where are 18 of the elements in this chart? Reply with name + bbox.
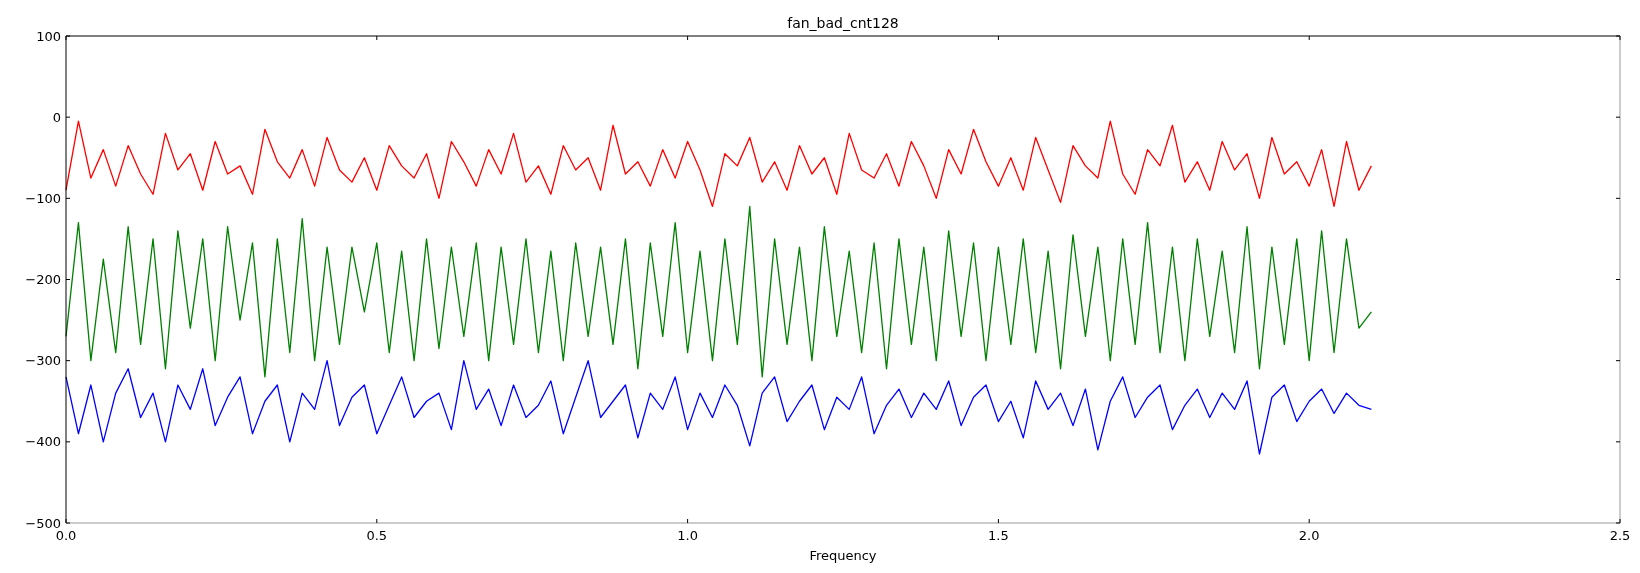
y-tick-label: 0	[52, 109, 61, 125]
x-tick-label: 2.0	[1298, 528, 1320, 543]
y-tick-label: −500	[25, 515, 61, 531]
y-tick-label: 100	[36, 28, 61, 44]
y-tick-label: −300	[25, 353, 61, 369]
y-tick-label: −100	[25, 190, 61, 206]
line-series	[65, 360, 1373, 455]
y-tick-label: −200	[25, 272, 61, 288]
x-tick-label: 1.5	[988, 528, 1009, 543]
x-tick-label: 0.5	[366, 528, 388, 543]
line-series	[65, 120, 1373, 208]
y-tick-label: −400	[25, 434, 61, 450]
x-axis-title: Frequency	[809, 548, 877, 563]
chart-title: fan_bad_cnt128	[787, 15, 899, 31]
x-tick-label: 0.0	[55, 528, 77, 543]
x-tick-label: 1.0	[677, 528, 698, 543]
x-tick-label: 2.5	[1609, 528, 1631, 543]
line-series	[65, 205, 1373, 378]
